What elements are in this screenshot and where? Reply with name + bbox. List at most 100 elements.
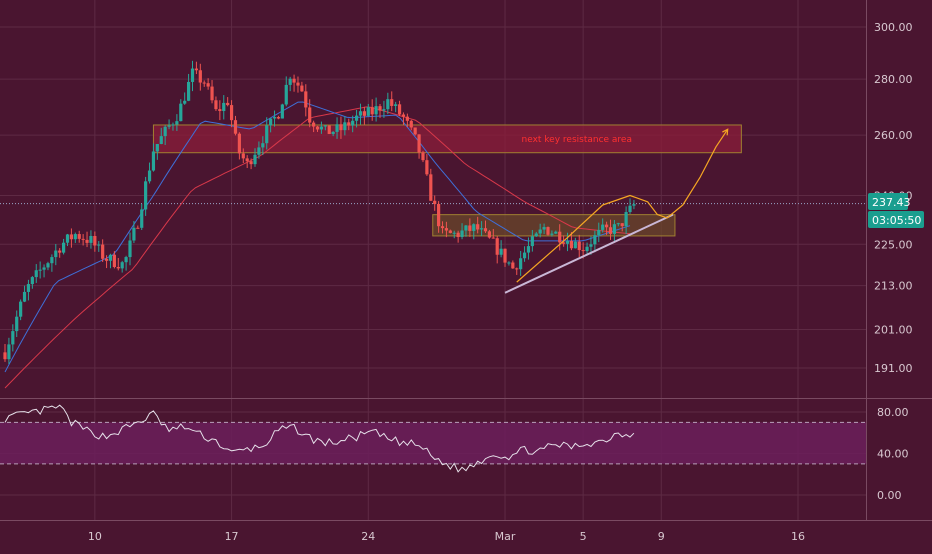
candle-body bbox=[237, 133, 241, 154]
rsi-band bbox=[0, 422, 866, 464]
price-tick-label: 225.00 bbox=[874, 238, 913, 251]
resistance-zone bbox=[152, 124, 742, 154]
candle-body bbox=[597, 229, 601, 236]
time-tick-label: 5 bbox=[580, 530, 587, 543]
candle-body bbox=[522, 252, 527, 259]
candle-body bbox=[65, 234, 70, 243]
candle-body bbox=[11, 331, 15, 345]
candle-body bbox=[530, 236, 534, 247]
candle-body bbox=[464, 225, 468, 231]
candle-body bbox=[198, 70, 202, 83]
candle-body bbox=[50, 257, 54, 264]
candle-body bbox=[81, 238, 85, 240]
candle-body bbox=[300, 85, 304, 92]
candle-body bbox=[112, 254, 116, 268]
candle-body bbox=[581, 250, 585, 252]
candle-body bbox=[632, 204, 636, 206]
candle-body bbox=[210, 86, 214, 101]
candle-body bbox=[315, 126, 320, 130]
candle-body bbox=[331, 131, 335, 134]
candle-body bbox=[452, 232, 456, 234]
candle-body bbox=[366, 107, 370, 116]
candle-body bbox=[354, 115, 359, 121]
candle-body bbox=[7, 344, 11, 360]
candle-body bbox=[479, 228, 484, 230]
candle-body bbox=[108, 254, 113, 261]
candle-body bbox=[104, 258, 109, 261]
candle-countdown-badge bbox=[868, 211, 924, 228]
candle-body bbox=[319, 126, 324, 130]
rsi-layer bbox=[0, 404, 866, 473]
candle-body bbox=[507, 262, 511, 264]
candle-body bbox=[77, 234, 81, 239]
candle-body bbox=[608, 227, 613, 234]
candle-body bbox=[58, 250, 62, 253]
candle-body bbox=[409, 120, 413, 128]
candle-body bbox=[296, 82, 300, 86]
current-price-label: 237.43 bbox=[872, 196, 911, 209]
candle-body bbox=[38, 269, 42, 271]
candle-body bbox=[229, 105, 234, 121]
candle-body bbox=[151, 151, 156, 171]
candle-body bbox=[22, 291, 27, 302]
candle-body bbox=[374, 106, 378, 115]
candle-body bbox=[323, 125, 327, 127]
ema-slow-line bbox=[4, 106, 631, 389]
candle-body bbox=[386, 99, 390, 110]
price-axis[interactable]: 300.00280.00260.00240.00225.00213.00201.… bbox=[874, 21, 913, 375]
candle-body bbox=[378, 106, 382, 111]
candle-body bbox=[394, 104, 398, 106]
candle-body bbox=[437, 203, 441, 227]
candle-body bbox=[460, 230, 464, 237]
candle-body bbox=[265, 125, 269, 144]
candle-body bbox=[472, 224, 476, 231]
candle-body bbox=[397, 104, 402, 115]
candle-body bbox=[155, 143, 159, 152]
candle-body bbox=[73, 234, 77, 240]
candle-body bbox=[417, 134, 421, 153]
time-tick-label: Mar bbox=[495, 530, 516, 543]
candle-body bbox=[577, 241, 581, 251]
candle-body bbox=[241, 153, 245, 159]
candle-body bbox=[269, 118, 273, 126]
rsi-line bbox=[4, 404, 635, 473]
candle-body bbox=[249, 161, 253, 165]
candle-body bbox=[542, 227, 546, 230]
candle-body bbox=[226, 102, 230, 106]
candle-body bbox=[440, 226, 445, 229]
price-tick-label: 191.00 bbox=[874, 362, 913, 375]
time-axis[interactable]: 10 17 24 Mar 5 9 16 bbox=[88, 530, 805, 543]
candle-body bbox=[61, 242, 66, 253]
time-tick-label: 10 bbox=[88, 530, 102, 543]
candle-body bbox=[140, 209, 144, 228]
candle-body bbox=[214, 100, 218, 110]
candle-body bbox=[233, 120, 238, 134]
candle-body bbox=[390, 99, 394, 106]
candle-body bbox=[163, 126, 167, 137]
candle-body bbox=[261, 143, 265, 148]
candle-body bbox=[347, 122, 351, 126]
candle-body bbox=[257, 147, 261, 155]
candle-body bbox=[476, 224, 480, 230]
candle-body bbox=[69, 234, 74, 240]
rsi-axis[interactable]: 80.00 40.00 0.00 bbox=[877, 406, 909, 502]
candle-body bbox=[132, 227, 136, 241]
candle-body bbox=[190, 68, 195, 82]
candle-body bbox=[280, 104, 284, 119]
price-badges: 237.43 03:05:50 bbox=[868, 193, 924, 228]
candle-body bbox=[382, 109, 386, 111]
candle-body bbox=[519, 258, 523, 270]
candle-body bbox=[620, 223, 624, 227]
candle-body bbox=[425, 160, 429, 175]
candle-body bbox=[42, 267, 46, 270]
time-tick-label: 24 bbox=[361, 530, 375, 543]
price-tick-label: 260.00 bbox=[874, 129, 913, 142]
candle-body bbox=[308, 107, 312, 123]
candle-body bbox=[562, 242, 566, 244]
candle-body bbox=[487, 231, 491, 238]
candle-body bbox=[120, 262, 124, 269]
candle-body bbox=[433, 200, 437, 204]
candle-body bbox=[534, 233, 538, 237]
